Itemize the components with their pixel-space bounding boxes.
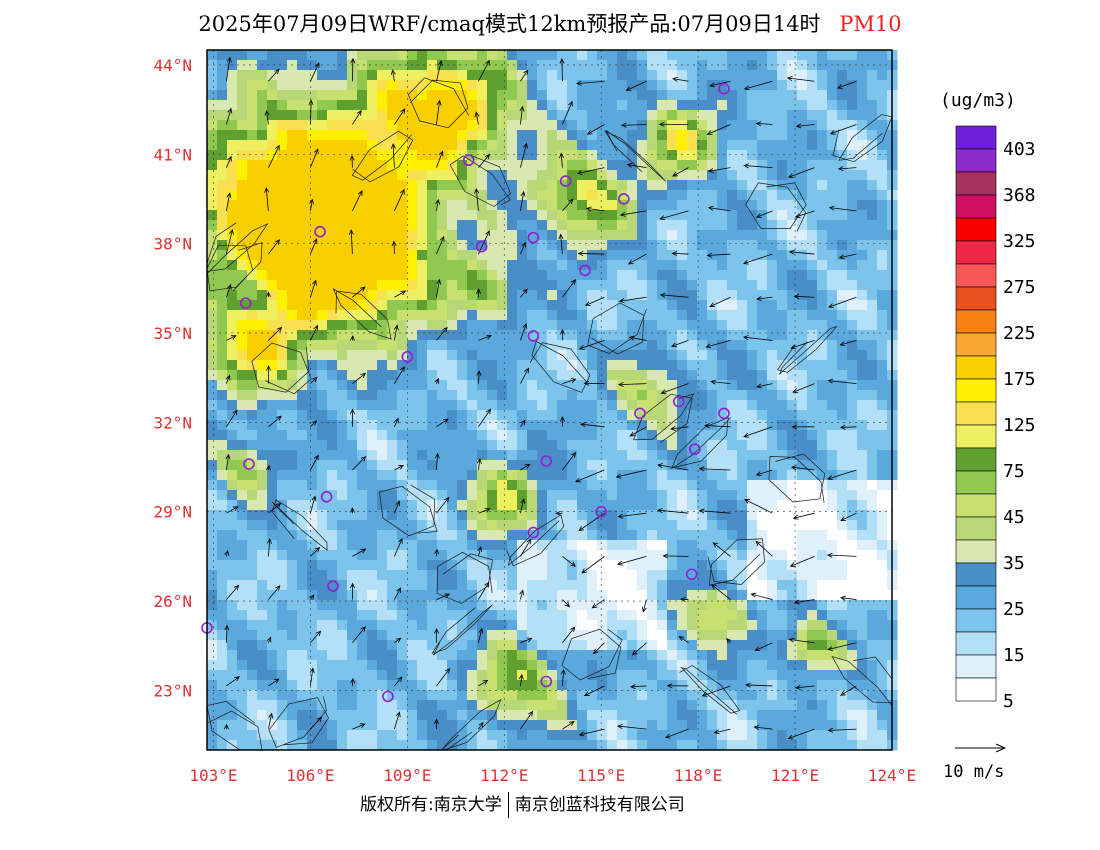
legend-swatch <box>955 378 997 403</box>
legend-swatch <box>955 263 997 288</box>
legend-swatch <box>955 585 997 610</box>
lon-label: 112°E <box>480 766 528 785</box>
legend-label: 5 <box>1003 691 1014 712</box>
legend-label: 25 <box>1003 599 1025 620</box>
station-markers <box>201 82 730 703</box>
station-marker-6 <box>527 231 540 244</box>
station-marker-14 <box>689 443 701 455</box>
wind-vectors <box>223 56 857 740</box>
footer-divider <box>507 792 509 818</box>
station-marker-15 <box>243 458 255 470</box>
lat-label: 44°N <box>153 56 192 75</box>
station-marker-20 <box>327 580 339 592</box>
station-marker-13 <box>718 407 730 420</box>
legend-label: 403 <box>1003 139 1036 160</box>
station-marker-18 <box>595 505 607 518</box>
legend-label: 225 <box>1003 323 1036 344</box>
lat-label: 23°N <box>153 681 192 700</box>
copyright-footer: 版权所有:南京大学 南京创蓝科技有限公司 <box>360 790 685 818</box>
legend-swatch <box>955 608 997 633</box>
station-marker-10 <box>527 330 540 342</box>
legend-swatch <box>955 171 997 196</box>
pm10-concentration-field <box>207 50 898 751</box>
legend-label: 75 <box>1003 461 1025 482</box>
legend-swatch <box>955 148 997 173</box>
legend-swatch <box>955 355 997 380</box>
legend-swatch <box>955 125 997 150</box>
legend-swatch <box>955 470 997 495</box>
legend-label: 175 <box>1003 369 1036 390</box>
station-marker-11 <box>634 407 646 420</box>
legend-swatch <box>955 424 997 449</box>
station-marker-4 <box>314 225 326 238</box>
lat-label: 29°N <box>153 503 192 522</box>
wind-scale-label: 10 m/s <box>943 762 1005 782</box>
station-marker-16 <box>540 455 553 467</box>
legend-swatch <box>955 194 997 219</box>
station-marker-9 <box>401 351 414 363</box>
legend-label: 125 <box>1003 415 1036 436</box>
legend-label: 35 <box>1003 553 1025 574</box>
station-marker-24 <box>540 675 553 688</box>
legend-swatch <box>955 217 997 242</box>
lon-label: 109°E <box>383 766 431 785</box>
legend-swatch <box>955 677 997 702</box>
legend-swatch <box>955 309 997 334</box>
station-marker-8 <box>239 297 252 309</box>
legend-swatch <box>955 631 997 656</box>
title-pollutant: PM10 <box>839 12 902 36</box>
station-marker-12 <box>672 395 685 408</box>
wind-reference-arrow <box>955 743 1007 753</box>
station-marker-19 <box>527 526 540 539</box>
legend-swatch <box>955 562 997 587</box>
legend-label: 368 <box>1003 185 1036 206</box>
legend-label: 45 <box>1003 507 1025 528</box>
latitude-labels: 44°N 41°N 38°N 35°N 32°N 29°N 26°N 23°N <box>153 56 192 701</box>
color-legend: 403 368 325 275 225 175 125 75 45 35 25 15 5 <box>955 125 1036 712</box>
legend-unit: (ug/m3) <box>940 90 1016 111</box>
longitude-labels: 103°E 106°E 109°E 112°E 115°E 118°E 121°E 124°E <box>189 766 916 785</box>
lat-label: 32°N <box>153 413 192 432</box>
lat-label: 38°N <box>153 235 192 254</box>
station-marker-23 <box>382 690 394 703</box>
lon-label: 103°E <box>189 766 237 785</box>
legend-label: 325 <box>1003 231 1036 252</box>
map-frame <box>206 49 893 751</box>
legend-swatch <box>955 286 997 311</box>
copyright-right: 南京创蓝科技有限公司 <box>514 795 685 815</box>
lat-label: 41°N <box>153 145 192 164</box>
station-marker-5 <box>475 240 488 253</box>
legend-swatch <box>955 493 997 518</box>
lon-label: 118°E <box>674 766 722 785</box>
legend-swatch <box>955 332 997 357</box>
legend-swatch <box>955 401 997 426</box>
legend-swatch <box>955 447 997 472</box>
legend-swatch <box>955 539 997 564</box>
lon-label: 121°E <box>771 766 819 785</box>
lat-label: 35°N <box>153 324 192 343</box>
title-main: 2025年07月09日WRF/cmaq模式12km预报产品:07月09日14时 <box>198 12 821 36</box>
station-marker-3 <box>618 193 630 205</box>
station-marker-7 <box>579 264 591 277</box>
station-marker-2 <box>559 175 572 187</box>
station-marker-0 <box>718 82 730 95</box>
legend-swatch <box>955 240 997 265</box>
copyright-left: 版权所有:南京大学 <box>360 795 502 815</box>
lat-label: 26°N <box>153 592 192 611</box>
station-marker-21 <box>685 568 698 581</box>
lon-label: 115°E <box>577 766 625 785</box>
map-title: 2025年07月09日WRF/cmaq模式12km预报产品:07月09日14时 … <box>0 8 1100 38</box>
province-boundaries <box>206 77 893 751</box>
legend-swatch <box>955 516 997 541</box>
legend-label: 275 <box>1003 277 1036 298</box>
lon-label: 124°E <box>868 766 916 785</box>
station-marker-17 <box>320 491 333 503</box>
legend-swatch <box>955 654 997 679</box>
legend-label: 15 <box>1003 645 1025 666</box>
station-marker-1 <box>462 154 475 167</box>
lon-label: 106°E <box>286 766 334 785</box>
